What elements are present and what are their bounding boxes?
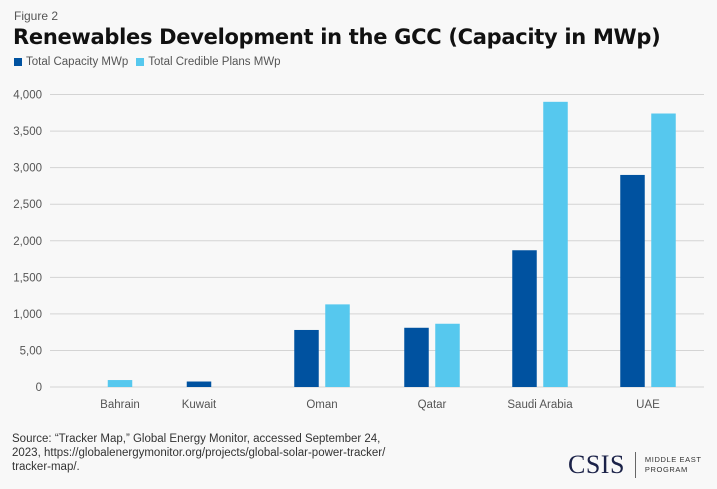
legend: Total Capacity MWp Total Credible Plans … <box>14 56 289 68</box>
bar-qatar-capacity <box>404 327 429 387</box>
source-line-3: tracker-map/. <box>12 461 80 473</box>
source-line-1: Source: “Tracker Map,” Global Energy Mon… <box>12 433 381 445</box>
y-tick-label: 4,000 <box>13 90 42 102</box>
logo-program: MIDDLE EAST PROGRAM <box>645 455 702 475</box>
y-tick-label: 2,500 <box>13 199 42 211</box>
x-tick-label: Saudi Arabia <box>507 399 573 411</box>
y-tick-label: 1,000 <box>13 309 42 321</box>
figure-label: Figure 2 <box>14 9 59 23</box>
y-tick-label: 3,500 <box>13 126 42 138</box>
x-tick-label: UAE <box>636 399 660 411</box>
logo-program-line-1: MIDDLE EAST <box>644 455 702 464</box>
bar-qatar-plans <box>435 323 460 387</box>
legend-item-plans: Total Credible Plans MWp <box>136 56 281 68</box>
bar-oman-capacity <box>294 329 319 387</box>
bar-bahrain-plans <box>107 380 133 387</box>
y-tick-label: 3,000 <box>13 163 42 175</box>
source-note: Source: “Tracker Map,” Global Energy Mon… <box>12 432 432 474</box>
bar-uae-capacity <box>620 174 645 387</box>
x-tick-label: Oman <box>306 399 337 411</box>
legend-label-capacity: Total Capacity MWp <box>26 56 129 68</box>
bar-saudi-arabia-capacity <box>512 250 537 387</box>
x-tick-label: Kuwait <box>182 399 217 411</box>
y-tick-label: 1,500 <box>13 272 42 284</box>
x-tick-label: Bahrain <box>100 399 140 411</box>
logo-divider <box>634 452 636 478</box>
bar-oman-plans <box>325 304 350 387</box>
logo-wordmark: CSIS <box>568 450 625 479</box>
bar-saudi-arabia-plans <box>543 101 568 387</box>
y-tick-label: 5,00 <box>20 345 42 357</box>
chart-title: Renewables Development in the GCC (Capac… <box>13 25 661 49</box>
bar-uae-plans <box>651 113 676 387</box>
source-line-2: 2023, https://globalenergymonitor.org/pr… <box>12 447 386 459</box>
bar-kuwait-capacity <box>186 381 212 387</box>
y-tick-label: 0 <box>36 382 42 394</box>
x-tick-label: Qatar <box>418 399 447 411</box>
legend-swatch-capacity <box>14 58 22 66</box>
legend-item-capacity: Total Capacity MWp <box>14 56 128 68</box>
y-tick-label: 2,000 <box>13 236 42 248</box>
legend-swatch-plans <box>136 58 145 66</box>
legend-label-plans: Total Credible Plans MWp <box>148 56 281 68</box>
logo-program-line-2: PROGRAM <box>644 465 688 474</box>
csis-logo: CSIS MIDDLE EAST PROGRAM <box>568 450 702 480</box>
